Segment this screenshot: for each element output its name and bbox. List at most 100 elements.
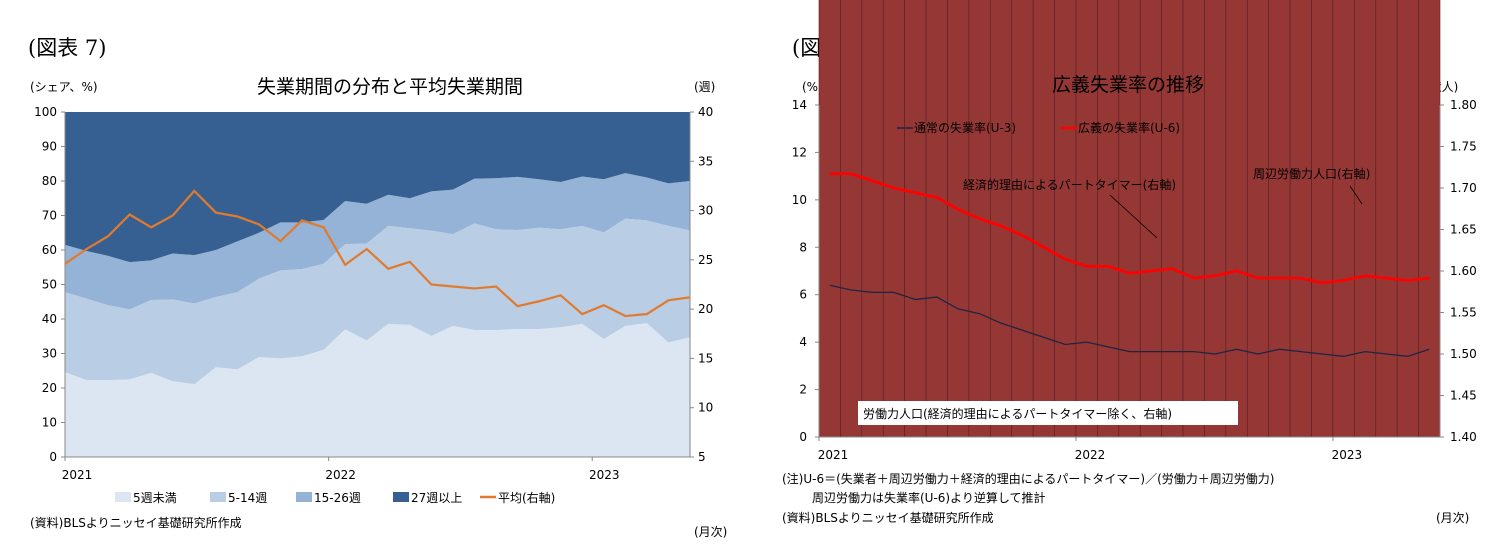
y-tick-label: 50 [42, 278, 57, 292]
y2-tick-label: 15 [698, 351, 713, 365]
chart-8-title: 広義失業率の推移 [1051, 74, 1204, 96]
x-tick-label: 2022 [325, 468, 356, 482]
x-tick-label: 2023 [589, 468, 620, 482]
y-tick-label: 100 [34, 105, 57, 119]
bar-labor-force [1097, 0, 1120, 438]
bar-labor-force [818, 0, 841, 438]
bar-labor-force [1246, 0, 1269, 438]
legend-swatch [296, 492, 312, 502]
y2-tick-label: 1.80 [1450, 98, 1477, 112]
bar-labor-force [1332, 0, 1355, 438]
y-tick-label: 4 [799, 335, 807, 349]
legend-label: 5週未満 [133, 491, 177, 505]
x-tick-label: 2022 [1075, 448, 1106, 462]
annotation-labor-force: 労働力人口(経済的理由によるパートタイマー除く、右軸) [863, 406, 1172, 421]
bar-labor-force [1139, 0, 1162, 438]
legend-label: 平均(右軸) [498, 490, 555, 505]
chart-7-legend: 5週未満 5-14週 15-26週 27週以上 平均(右軸) [115, 490, 555, 505]
y-tick-label: 0 [799, 430, 807, 444]
y-tick-label: 80 [42, 174, 57, 188]
chart-7-axes: 0 10 20 30 40 50 60 70 80 90 100 5 10 15 20 25 30 35 40 202… [34, 105, 713, 482]
y-tick-label: 30 [42, 347, 57, 361]
bar-labor-force [925, 0, 948, 438]
bar-labor-force [1011, 0, 1034, 438]
annotation-part-time-arrow [1109, 194, 1158, 239]
legend-u3-label: 通常の失業率(U-3) [914, 120, 1016, 135]
chart-7-title: 失業期間の分布と平均失業期間 [257, 76, 523, 98]
area-27週以上 [65, 112, 690, 263]
chart-8-bars [818, 0, 1441, 438]
bar-labor-force [840, 0, 863, 438]
chart-8-note-1: (注)U-6＝(失業者＋周辺労働力＋経済的理由によるパートタイマー)／(労働力＋… [782, 471, 1274, 486]
annotation-marginal-arrow [1349, 185, 1363, 205]
x-tick-label: 2021 [818, 448, 849, 462]
y2-tick-label: 1.75 [1450, 140, 1477, 154]
bar-labor-force [1396, 0, 1419, 438]
area-15-26週 [65, 173, 690, 310]
y-tick-label: 0 [49, 450, 57, 464]
annotation-part-time: 経済的理由によるパートタイマー(右軸) [963, 177, 1176, 192]
legend-u6-label: 広義の失業率(U-6) [1078, 120, 1180, 135]
legend-swatch [393, 492, 409, 502]
y-tick-label: 2 [799, 383, 807, 397]
y2-tick-label: 30 [698, 204, 713, 218]
y2-tick-label: 1.40 [1450, 430, 1477, 444]
y-tick-label: 10 [42, 416, 57, 430]
bar-labor-force [1054, 0, 1077, 438]
y-tick-label: 10 [792, 193, 807, 207]
bar-labor-force [1375, 0, 1398, 438]
chart-8-y-unit: (%) [802, 80, 823, 94]
labor-force-label-box [858, 401, 1238, 425]
chart-8-lines [829, 172, 1430, 358]
figure-label-7: (図表 7) [28, 36, 106, 60]
chart-7-areas [65, 112, 690, 457]
bar-labor-force [861, 0, 884, 438]
bar-labor-force [904, 0, 927, 438]
y-tick-label: 20 [42, 381, 57, 395]
chart-8-x-unit: (月次) [1436, 511, 1469, 525]
chart-7-y-unit: (シェア、%) [30, 80, 98, 94]
bar-labor-force [990, 0, 1013, 438]
y2-tick-label: 1.50 [1450, 347, 1477, 361]
y-tick-label: 40 [42, 312, 57, 326]
legend-swatch [210, 492, 226, 502]
chart-8-source: (資料)BLSよりニッセイ基礎研究所作成 [782, 510, 994, 525]
y-tick-label: 12 [792, 145, 807, 159]
legend-swatch [115, 492, 131, 502]
y2-tick-label: 5 [698, 450, 706, 464]
legend-label: 15-26週 [314, 491, 361, 505]
chart-8-legend: 通常の失業率(U-3) 広義の失業率(U-6) [897, 120, 1180, 135]
bar-labor-force [1182, 0, 1205, 438]
average-duration-line [64, 189, 691, 318]
chart-8-note-2: 周辺労働力は失業率(U-6)より逆算して推計 [812, 490, 1046, 505]
bar-labor-force [1289, 0, 1312, 438]
chart-7-x-unit: (月次) [694, 525, 727, 539]
y-tick-label: 8 [799, 240, 807, 254]
annotation-marginal: 周辺労働力人口(右軸) [1253, 166, 1370, 181]
u6-line [829, 172, 1430, 285]
y-tick-label: 70 [42, 209, 57, 223]
x-tick-label: 2023 [1332, 448, 1363, 462]
area-5-14週 [65, 218, 690, 385]
legend-label: 27週以上 [411, 491, 462, 505]
chart-7-average-line [64, 189, 691, 318]
y-tick-label: 90 [42, 140, 57, 154]
bar-labor-force [1075, 0, 1098, 438]
chart-7-source: (資料)BLSよりニッセイ基礎研究所作成 [30, 515, 242, 530]
y2-tick-label: 35 [698, 154, 713, 168]
y-tick-label: 14 [792, 98, 807, 112]
y2-tick-label: 1.70 [1450, 181, 1477, 195]
y-tick-label: 6 [799, 288, 807, 302]
y2-tick-label: 10 [698, 401, 713, 415]
bar-labor-force [1268, 0, 1291, 438]
y2-tick-label: 1.55 [1450, 306, 1477, 320]
bar-labor-force [1311, 0, 1334, 438]
y2-tick-label: 20 [698, 302, 713, 316]
x-tick-label: 2021 [62, 468, 93, 482]
u3-line [829, 284, 1430, 358]
y-tick-label: 60 [42, 243, 57, 257]
chart-7: (図表 7) 失業期間の分布と平均失業期間 (シェア、%) (週) 0 10 20 3… [28, 36, 727, 539]
bar-labor-force [1161, 0, 1184, 438]
bar-labor-force [1225, 0, 1248, 438]
